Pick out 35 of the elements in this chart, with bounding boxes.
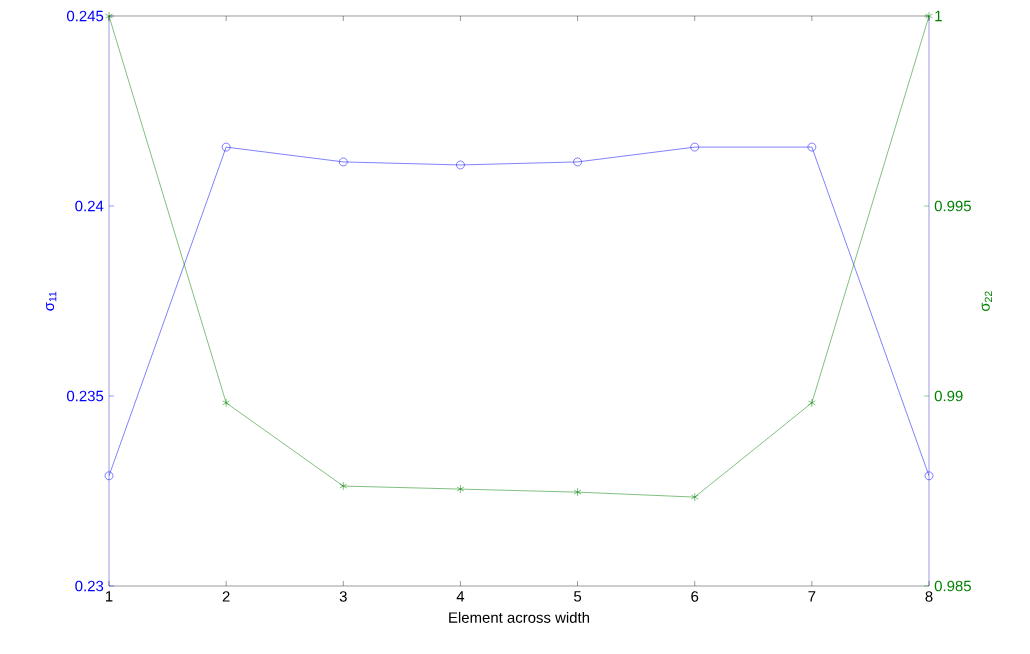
y2-tick-label: 1	[935, 10, 942, 22]
x-tick-label: 2	[222, 591, 230, 602]
point	[456, 160, 465, 170]
x-tick-label: 6	[691, 591, 699, 602]
x-tick-label: 1	[105, 591, 113, 602]
point	[690, 142, 699, 152]
point	[691, 492, 699, 502]
point	[573, 157, 582, 167]
point	[339, 481, 347, 491]
point	[573, 487, 582, 497]
x-tick-label: 3	[339, 591, 347, 602]
point	[105, 11, 113, 21]
y2-tick-label: 0.995	[934, 200, 971, 212]
point	[924, 471, 934, 481]
point	[925, 11, 933, 21]
y2-tick-label: 0.99	[934, 390, 963, 402]
y-tick-label: 0.24	[75, 200, 104, 212]
x-tick-label: 5	[574, 591, 582, 602]
point	[456, 484, 465, 494]
point	[221, 142, 231, 152]
point	[339, 157, 348, 167]
y-tick-label: 0.235	[67, 390, 104, 402]
y2-axis-title: σ$_{22}$	[981, 291, 992, 312]
x-tick-label: 7	[808, 591, 816, 602]
point	[808, 398, 816, 408]
point	[104, 471, 114, 481]
x-axis-title: Element across width	[449, 611, 590, 623]
y2-tick-label: 0.985	[934, 580, 971, 592]
point	[222, 398, 230, 408]
point	[807, 142, 817, 152]
x-tick-label: 8	[925, 591, 933, 602]
y-tick-label: 0.245	[67, 10, 104, 22]
y-tick-label: 0.23	[75, 580, 104, 592]
x-tick-label: 4	[456, 591, 465, 602]
y-axis-title: σ$_{11}$	[46, 291, 57, 311]
